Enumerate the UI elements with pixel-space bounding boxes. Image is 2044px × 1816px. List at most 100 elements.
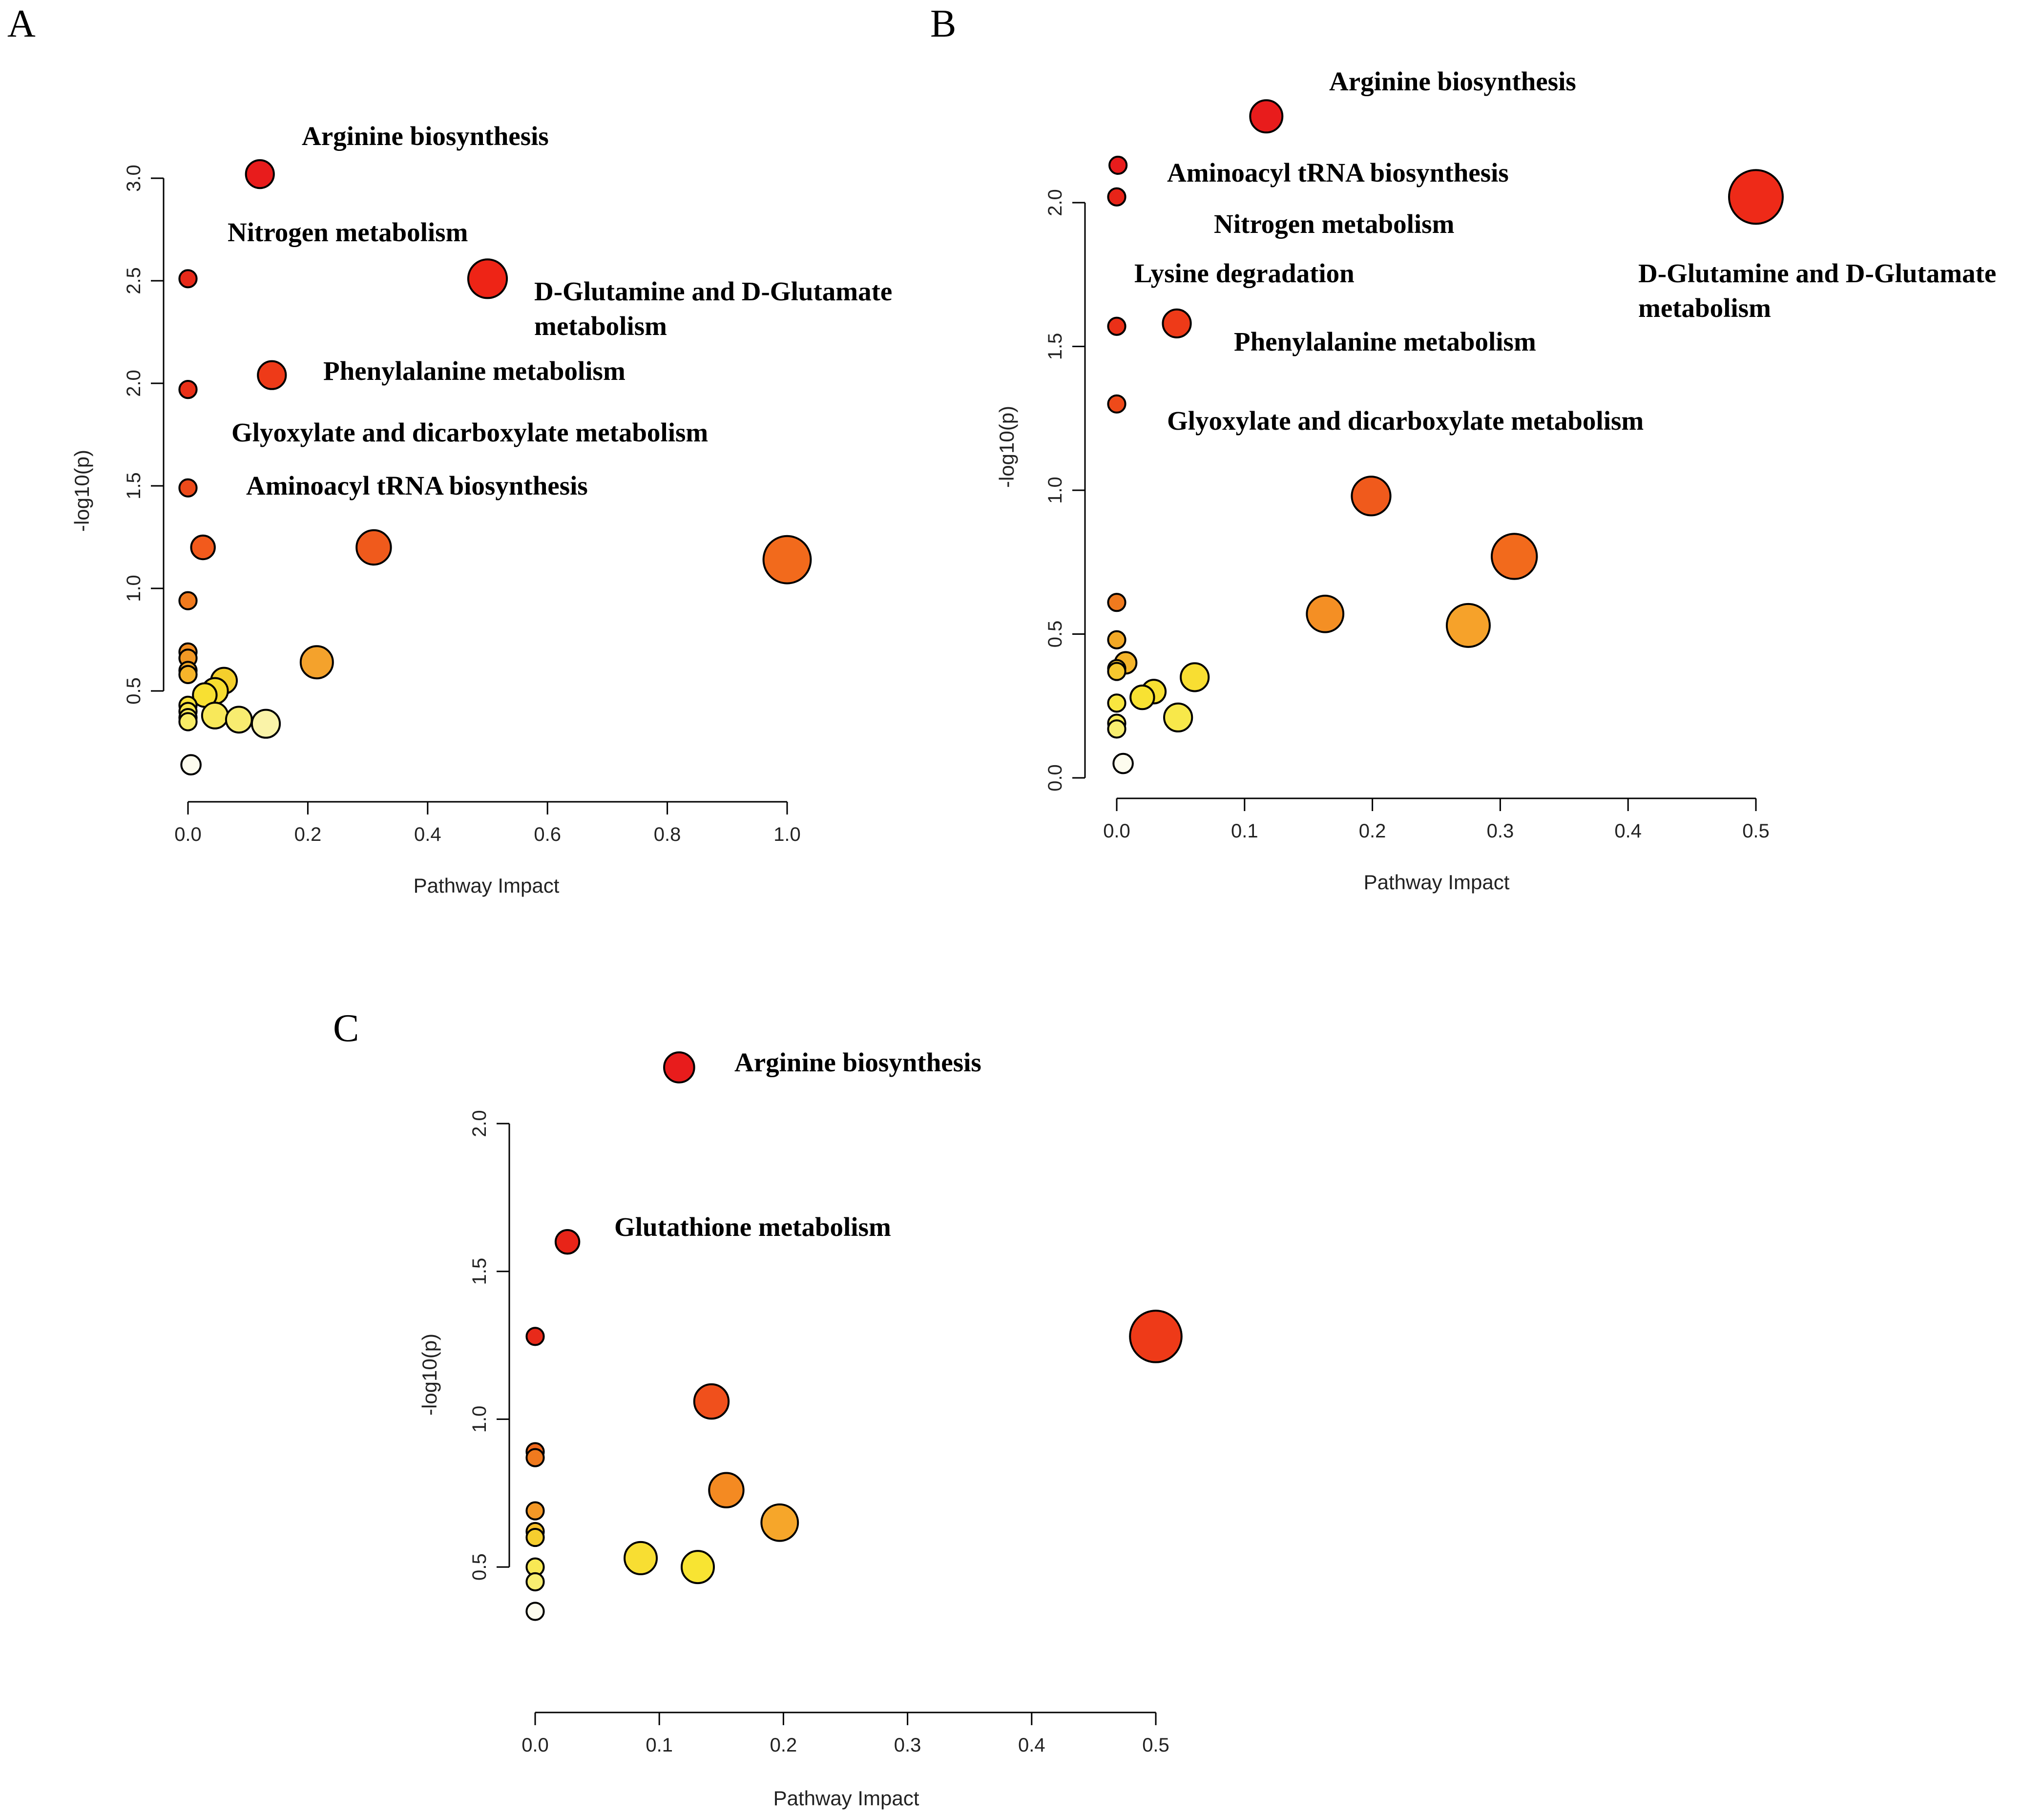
- panel-a-x-tick-label: 1.0: [773, 824, 801, 845]
- panel-c-x-tick-label: 0.3: [894, 1734, 921, 1756]
- panel-b-y-axis-title: -log10(p): [995, 406, 1018, 488]
- panel-a-axes: 0.0 0.2 0.4 0.6 0.8 1.0 0.5 1.0 1.5 2.0 2.5 3.0: [123, 165, 801, 845]
- panel-b-data-point: [1107, 187, 1126, 207]
- panel-a-data-point: [225, 706, 253, 734]
- panel-a-annotation-glutamine-2: metabolism: [534, 311, 667, 341]
- panel-a-annotation-arginine: Arginine biosynthesis: [302, 121, 549, 151]
- panel-b-x-tick-label: 0.1: [1231, 820, 1258, 842]
- panel-a-y-tick-label: 0.5: [123, 677, 145, 705]
- panel-c-data-point: [1129, 1310, 1183, 1363]
- panel-a-data-point: [178, 712, 198, 731]
- panel-b-y-tick-label: 1.0: [1044, 477, 1066, 504]
- panel-c-points: [525, 1051, 1183, 1621]
- panel-b-y-tick-label: 2.0: [1044, 189, 1066, 216]
- panel-c-x-axis-title: Pathway Impact: [773, 1787, 919, 1810]
- panel-c-x-tick-label: 0.5: [1142, 1734, 1169, 1756]
- panel-a-letter: A: [7, 2, 36, 45]
- panel-a-annotation-aminoacyl: Aminoacyl tRNA biosynthesis: [246, 471, 588, 501]
- panel-b-x-tick-label: 0.3: [1487, 820, 1514, 842]
- panel-b-data-point: [1445, 603, 1491, 648]
- panel-c-data-point: [525, 1448, 545, 1467]
- panel-a-x-tick-label: 0.2: [294, 824, 322, 845]
- panel-a-data-point: [201, 702, 229, 730]
- panel-b-data-point: [1129, 684, 1155, 710]
- panel-b-y-tick-label: 0.0: [1044, 764, 1066, 792]
- panel-b-data-point: [1107, 662, 1126, 681]
- panel-c-letter: C: [333, 1007, 359, 1050]
- panel-c-y-tick-label: 2.0: [469, 1110, 490, 1137]
- panel-b-annotation-phenylalanine: Phenylalanine metabolism: [1234, 327, 1536, 356]
- panel-b-data-point: [1107, 630, 1126, 649]
- panel-c-data-point: [624, 1541, 658, 1575]
- panel-c-data-point: [708, 1472, 745, 1508]
- panel-c-x-tick-label: 0.2: [770, 1734, 797, 1756]
- panel-c-data-point: [525, 1527, 545, 1547]
- panel-a: A 0.0 0.2 0.4 0.6 0.8 1.0 0.5 1.0 1.5 2.0 2.5 3.0 P…: [7, 2, 892, 897]
- panel-c: C 0.0 0.1 0.2 0.3 0.4 0.5 0.5 1.0 1.5 2.0 Pathway…: [333, 1007, 1183, 1810]
- panel-a-data-point: [467, 258, 508, 299]
- panel-c-x-tick-label: 0.4: [1018, 1734, 1045, 1756]
- panel-b-data-point: [1249, 99, 1284, 134]
- panel-c-data-point: [525, 1602, 545, 1621]
- panel-b-annotation-glutamine-2: metabolism: [1638, 293, 1771, 323]
- panel-a-data-point: [250, 709, 281, 739]
- panel-b-data-point: [1107, 593, 1126, 612]
- panel-b-data-point: [1108, 155, 1128, 175]
- panel-c-y-tick-label: 1.0: [469, 1406, 490, 1433]
- panel-b-data-point: [1107, 316, 1126, 336]
- panel-b-data-point: [1728, 169, 1784, 225]
- panel-b-x-tick-label: 0.2: [1359, 820, 1386, 842]
- panel-b-data-point: [1107, 693, 1126, 713]
- panel-a-data-point: [762, 535, 812, 584]
- panel-b-y-tick-label: 1.5: [1044, 333, 1066, 360]
- panel-c-y-tick-label: 0.5: [469, 1553, 490, 1581]
- panel-a-y-tick-label: 2.5: [123, 267, 145, 294]
- panel-b-data-point: [1306, 594, 1345, 633]
- panel-b-x-tick-label: 0.4: [1614, 820, 1642, 842]
- panel-b-x-tick-label: 0.5: [1742, 820, 1770, 842]
- panel-c-data-point: [525, 1501, 545, 1521]
- panel-b-axes: 0.0 0.1 0.2 0.3 0.4 0.5 0.0 0.5 1.0 1.5 2.0: [1044, 189, 1770, 842]
- panel-c-data-point: [554, 1229, 581, 1255]
- panel-c-data-point: [681, 1550, 715, 1585]
- panel-a-x-tick-label: 0.0: [174, 824, 202, 845]
- panel-b-annotation-arginine: Arginine biosynthesis: [1329, 66, 1576, 96]
- panel-a-data-point: [355, 529, 392, 566]
- panel-a-annotation-glyoxylate: Glyoxylate and dicarboxylate metabolism: [231, 417, 708, 447]
- panel-a-data-point: [178, 665, 198, 685]
- panel-a-data-point: [178, 591, 198, 610]
- panel-a-data-point: [190, 534, 216, 561]
- panel-a-data-point: [178, 478, 198, 498]
- panel-a-y-tick-label: 1.5: [123, 472, 145, 500]
- panel-a-x-tick-label: 0.8: [654, 824, 681, 845]
- panel-c-data-point: [525, 1327, 545, 1346]
- panel-b-x-tick-label: 0.0: [1103, 820, 1130, 842]
- panel-b-data-point: [1180, 662, 1210, 692]
- panel-b-data-point: [1351, 476, 1392, 517]
- panel-a-data-point: [178, 380, 198, 399]
- panel-a-annotation-phenylalanine: Phenylalanine metabolism: [323, 356, 626, 386]
- panel-c-x-tick-label: 0.0: [521, 1734, 549, 1756]
- panel-b-annotation-lysine: Lysine degradation: [1134, 258, 1355, 288]
- panel-c-annotation-glutathione: Glutathione metabolism: [614, 1212, 891, 1242]
- panel-a-data-point: [180, 754, 202, 775]
- panel-c-axes: 0.0 0.1 0.2 0.3 0.4 0.5 0.5 1.0 1.5 2.0: [469, 1110, 1169, 1756]
- panel-b-data-point: [1162, 308, 1192, 338]
- panel-a-y-tick-label: 1.0: [123, 575, 145, 602]
- panel-a-points: [178, 159, 812, 775]
- panel-a-x-tick-label: 0.4: [414, 824, 441, 845]
- panel-c-y-axis-title: -log10(p): [418, 1334, 441, 1416]
- panel-a-data-point: [245, 159, 275, 189]
- panel-c-x-tick-label: 0.1: [646, 1734, 673, 1756]
- panel-b-data-point: [1490, 533, 1538, 580]
- panel-a-data-point: [178, 269, 198, 289]
- panel-a-y-tick-label: 2.0: [123, 370, 145, 397]
- panel-b-data-point: [1107, 394, 1126, 414]
- panel-b-data-point: [1163, 702, 1193, 732]
- panel-a-y-tick-label: 3.0: [123, 165, 145, 192]
- panel-b-annotation-nitrogen: Nitrogen metabolism: [1214, 209, 1454, 239]
- panel-b-annotation-aminoacyl: Aminoacyl tRNA biosynthesis: [1167, 158, 1509, 188]
- panel-a-data-point: [299, 645, 334, 680]
- panel-b-annotation-glyoxylate: Glyoxylate and dicarboxylate metabolism: [1167, 406, 1644, 436]
